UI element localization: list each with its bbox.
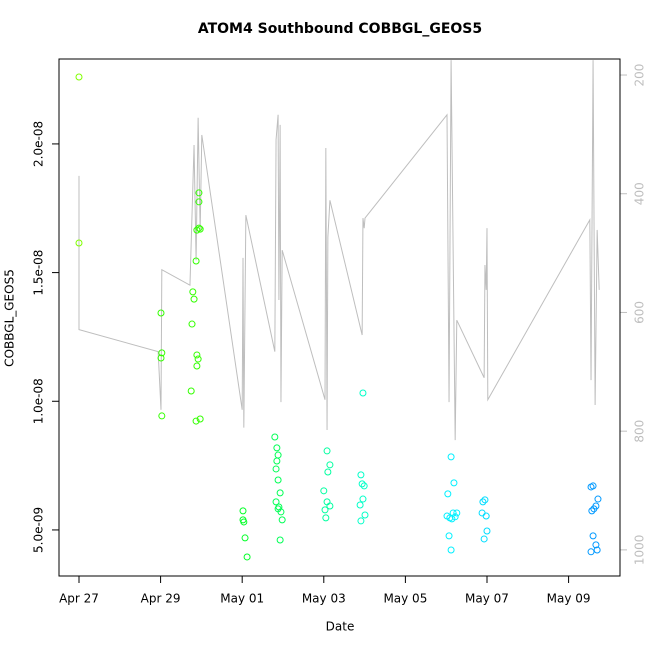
x-tick-label: May 07 <box>465 592 509 606</box>
y2-tick-label: 200 <box>633 64 647 87</box>
point <box>482 512 490 520</box>
point <box>195 189 203 197</box>
x-tick-label: May 09 <box>547 592 591 606</box>
point <box>190 295 198 303</box>
point <box>357 517 365 525</box>
point <box>196 415 204 423</box>
x-axis-label: Date <box>326 620 355 634</box>
point <box>589 482 597 490</box>
point <box>192 417 200 425</box>
y-tick-label: 1.0e-08 <box>32 378 46 424</box>
point <box>187 387 195 395</box>
point <box>356 501 364 509</box>
point <box>158 349 166 357</box>
point <box>589 532 597 540</box>
point <box>358 480 366 488</box>
y-tick-label: 5.0e-09 <box>32 507 46 553</box>
x-tick-label: Apr 29 <box>141 592 181 606</box>
point <box>158 412 166 420</box>
point <box>480 535 488 543</box>
point <box>193 351 201 359</box>
point <box>449 509 457 517</box>
point <box>444 490 452 498</box>
point <box>75 73 83 81</box>
point <box>192 257 200 265</box>
point <box>360 482 368 490</box>
point <box>450 479 458 487</box>
point <box>271 433 279 441</box>
point <box>593 546 601 554</box>
point <box>276 489 284 497</box>
point <box>592 541 600 549</box>
point <box>278 516 286 524</box>
y-tick-label: 1.5e-08 <box>32 250 46 296</box>
point <box>587 548 595 556</box>
x-tick-label: May 03 <box>302 592 346 606</box>
point <box>451 513 459 521</box>
point <box>195 224 203 232</box>
point <box>361 511 369 519</box>
point <box>326 502 334 510</box>
point <box>357 471 365 479</box>
point <box>195 198 203 206</box>
x-tick-label: Apr 27 <box>59 592 99 606</box>
point <box>594 495 602 503</box>
point <box>359 389 367 397</box>
point <box>359 495 367 503</box>
y2-tick-label: 800 <box>633 420 647 443</box>
point <box>447 453 455 461</box>
point <box>274 476 282 484</box>
point <box>445 532 453 540</box>
point <box>273 457 281 465</box>
point <box>196 225 204 233</box>
point <box>157 309 165 317</box>
point <box>326 461 334 469</box>
point <box>272 465 280 473</box>
point <box>324 468 332 476</box>
x-tick-label: May 01 <box>220 592 264 606</box>
point <box>479 498 487 506</box>
point <box>75 239 83 247</box>
point <box>447 546 455 554</box>
point <box>193 226 201 234</box>
point <box>274 505 282 513</box>
point <box>194 355 202 363</box>
point <box>239 507 247 515</box>
y-tick-label: 2.0e-08 <box>32 121 46 167</box>
point <box>239 516 247 524</box>
point <box>322 514 330 522</box>
y2-tick-label: 600 <box>633 301 647 324</box>
point <box>483 527 491 535</box>
chart-title: ATOM4 Southbound COBBGL_GEOS5 <box>198 21 482 37</box>
point <box>321 506 329 514</box>
point <box>243 553 251 561</box>
point <box>453 509 461 517</box>
x-tick-label: May 05 <box>383 592 427 606</box>
point <box>323 447 331 455</box>
pressure-line <box>78 60 600 441</box>
y2-tick-label: 400 <box>633 182 647 205</box>
point <box>272 498 280 506</box>
point <box>189 288 197 296</box>
point <box>241 534 249 542</box>
point <box>276 536 284 544</box>
point <box>188 320 196 328</box>
point <box>193 362 201 370</box>
plot-frame <box>58 58 621 577</box>
y-axis-label: COBBGL_GEOS5 <box>3 269 17 367</box>
point <box>157 354 165 362</box>
point <box>273 444 281 452</box>
point <box>481 496 489 504</box>
point <box>590 505 598 513</box>
point <box>588 507 596 515</box>
point <box>320 487 328 495</box>
y2-tick-label: 1000 <box>633 535 647 566</box>
